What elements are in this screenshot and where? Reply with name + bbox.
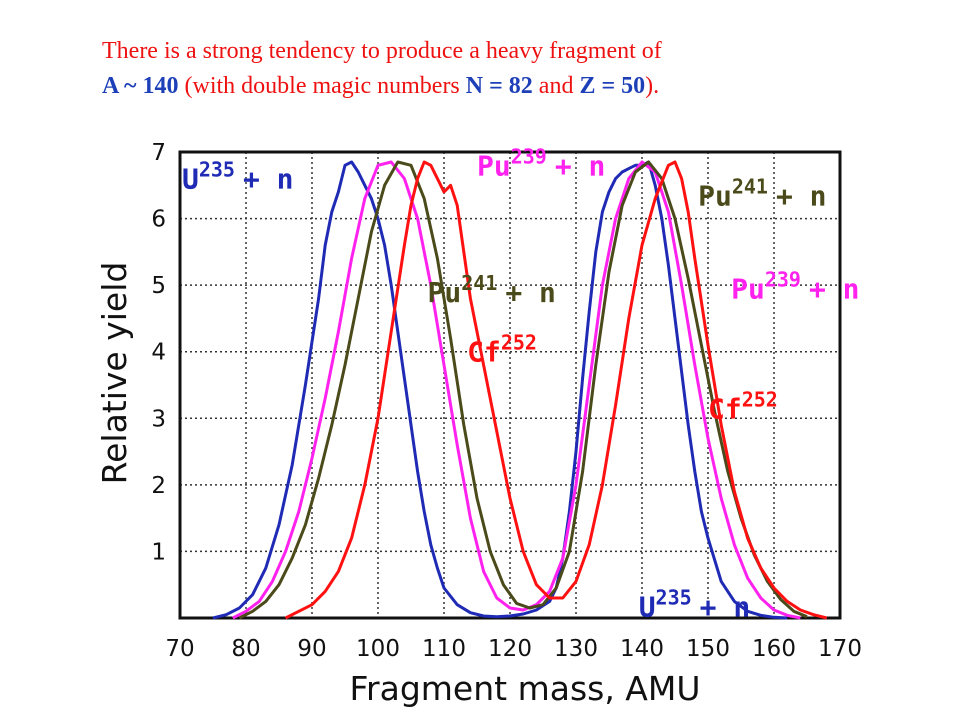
caption-line-1: There is a strong tendency to produce a …: [102, 38, 662, 64]
y-tick-label-3: 3: [151, 406, 166, 432]
x-tick-label-110: 110: [422, 636, 466, 662]
y-tick-label-6: 6: [151, 207, 166, 233]
series-line-pu239-n: [232, 160, 801, 620]
y-tick-label-2: 2: [151, 473, 166, 499]
curve-label-pu241-n-4: Pu241 + n: [428, 271, 556, 309]
x-tick-label-140: 140: [620, 636, 664, 662]
caption-line-2: A ~ 140 (with double magic numbers N = 8…: [102, 69, 902, 104]
series-line-cf252: [284, 160, 828, 620]
y-tick-label-5: 5: [151, 273, 166, 299]
x-tick-label-80: 80: [231, 636, 260, 662]
caption: There is a strong tendency to produce a …: [102, 34, 902, 104]
caption-and: and: [532, 73, 580, 99]
y-tick-label-7: 7: [151, 140, 166, 166]
x-tick-label-130: 130: [554, 636, 598, 662]
curve-label-u235-n-1: U235 + n: [639, 586, 751, 624]
curve-label-cf252-7: Cf252: [708, 387, 778, 425]
x-tick-label-90: 90: [297, 636, 326, 662]
series-line-pu241-n: [238, 160, 808, 620]
x-axis-title: Fragment mass, AMU: [349, 669, 700, 708]
curve-labels: U235 + n U235 + n Pu239 + n Pu239 + n Pu241 + n Pu…: [182, 144, 860, 623]
curve-label-cf252-6: Cf252: [467, 331, 537, 369]
caption-mid: (with double magic numbers: [178, 73, 466, 99]
curve-label-pu241-n-5: Pu241 + n: [698, 174, 826, 212]
x-tick-label-170: 170: [818, 636, 862, 662]
x-tick-label-70: 70: [165, 636, 194, 662]
curve-label-u235-n-0: U235 + n: [182, 158, 294, 196]
x-tick-label-160: 160: [752, 636, 796, 662]
curve-label-pu239-n-2: Pu239 + n: [477, 144, 605, 182]
caption-n-expr: N = 82: [465, 73, 533, 99]
tick-labels: 70 80 90 100 110 120 130 140 150 160 170 1 2 3 4 5 6 7: [151, 140, 862, 662]
plot-border: [178, 150, 842, 620]
curve-label-pu239-n-3: Pu239 + n: [731, 267, 859, 305]
caption-a-expr: A ~ 140: [102, 73, 179, 99]
caption-end: ).: [645, 73, 660, 99]
x-tick-label-100: 100: [356, 636, 400, 662]
plot-frame: [178, 150, 842, 620]
y-tick-label-1: 1: [151, 539, 166, 565]
series-line-u235-n: [212, 160, 788, 620]
series-lines: [212, 160, 828, 620]
y-tick-label-4: 4: [151, 340, 166, 366]
x-tick-label-150: 150: [686, 636, 730, 662]
y-axis-title: Relative yield: [95, 262, 134, 485]
caption-z-expr: Z = 50: [579, 73, 646, 99]
grid-lines: [180, 152, 840, 618]
x-tick-label-120: 120: [488, 636, 532, 662]
